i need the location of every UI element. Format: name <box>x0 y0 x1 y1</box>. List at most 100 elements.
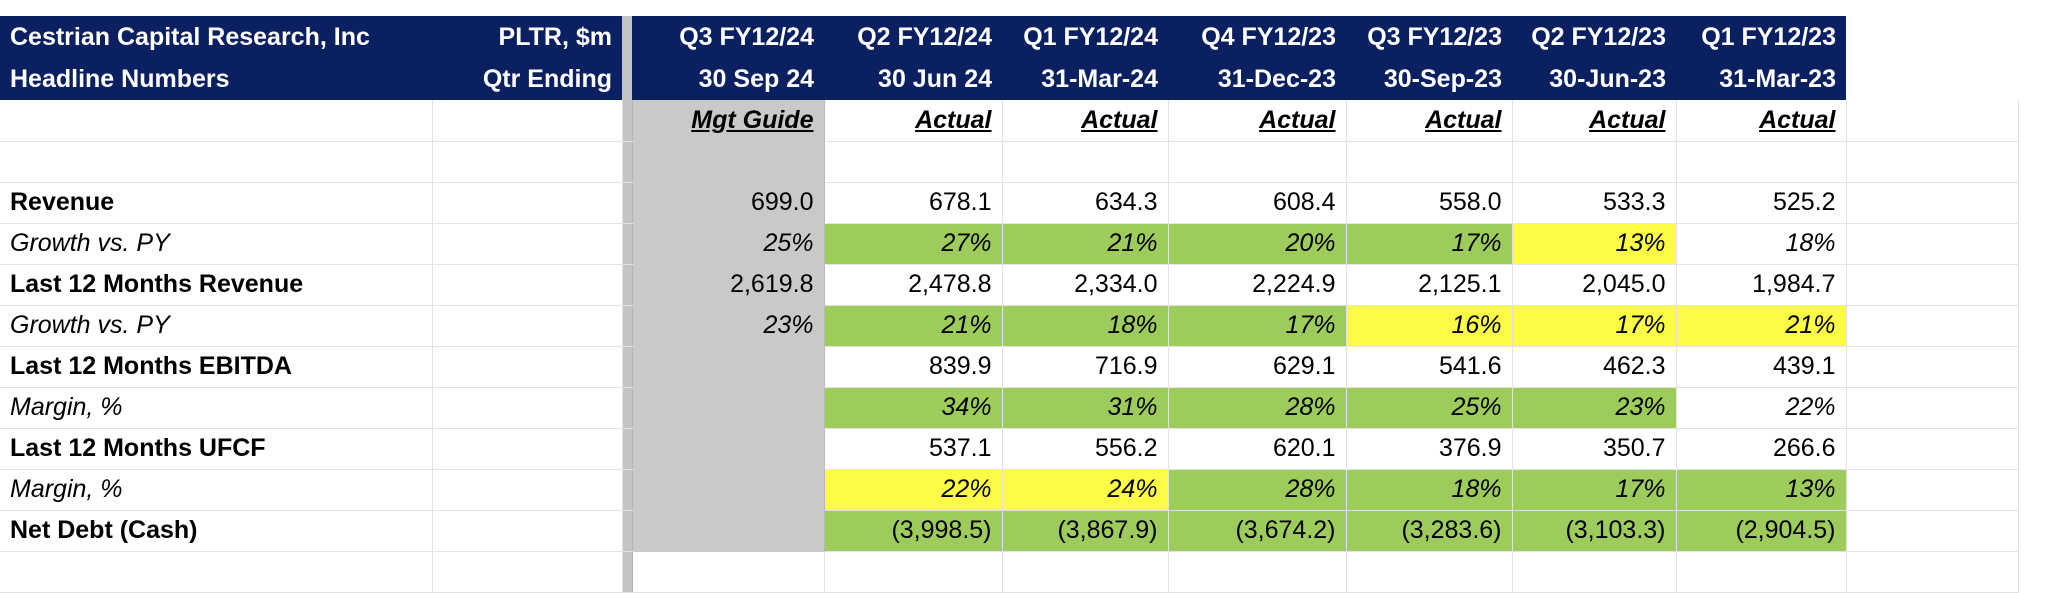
empty-cell <box>824 141 1003 183</box>
empty-cell <box>1346 551 1513 593</box>
column-separator <box>622 100 633 142</box>
value-cell: 608.4 <box>1168 182 1347 224</box>
col-header-date: 30-Jun-23 <box>1512 58 1676 100</box>
col-header-date: 31-Dec-23 <box>1168 58 1346 100</box>
column-separator <box>622 16 632 58</box>
value-cell: 34% <box>824 387 1003 429</box>
value-cell: 266.6 <box>1676 428 1847 470</box>
empty-cell <box>1676 141 1847 183</box>
value-cell: 28% <box>1168 387 1347 429</box>
header-row-1: Cestrian Capital Research, Inc PLTR, $m … <box>0 16 2018 58</box>
value-cell: 25% <box>632 223 825 265</box>
value-cell: (2,904.5) <box>1676 510 1847 552</box>
column-separator <box>622 551 633 593</box>
value-cell: 21% <box>824 305 1003 347</box>
empty-cell <box>432 469 623 511</box>
table-subtitle: Headline Numbers <box>0 58 432 100</box>
col-header-date: 30 Sep 24 <box>632 58 824 100</box>
value-cell <box>632 469 825 511</box>
empty-cell <box>1168 551 1347 593</box>
row-ufcf-margin: Margin, % 22% 24% 28% 18% 17% 13% <box>0 469 2019 511</box>
value-cell: 18% <box>1346 469 1513 511</box>
empty-cell <box>0 551 433 593</box>
col-header-date: 30 Jun 24 <box>824 58 1002 100</box>
column-separator <box>622 182 633 224</box>
empty-cell <box>1002 141 1169 183</box>
col-header-date: 31-Mar-24 <box>1002 58 1168 100</box>
basis-row: Mgt Guide Actual Actual Actual Actual Ac… <box>0 100 2019 142</box>
value-cell: 17% <box>1168 305 1347 347</box>
spacer-row <box>0 551 2019 593</box>
value-cell: 17% <box>1512 469 1677 511</box>
empty-cell <box>432 264 623 306</box>
column-separator <box>622 387 633 429</box>
value-cell: 28% <box>1168 469 1347 511</box>
value-cell: 21% <box>1676 305 1847 347</box>
row-ebitda-margin: Margin, % 34% 31% 28% 25% 23% 22% <box>0 387 2019 429</box>
empty-cell <box>1512 551 1677 593</box>
value-cell: 716.9 <box>1002 346 1169 388</box>
column-separator <box>622 305 633 347</box>
value-cell: 839.9 <box>824 346 1003 388</box>
value-cell: 1,984.7 <box>1676 264 1847 306</box>
empty-cell <box>632 551 825 593</box>
value-cell: (3,867.9) <box>1002 510 1169 552</box>
empty-cell <box>824 551 1003 593</box>
value-cell <box>632 387 825 429</box>
value-cell: 634.3 <box>1002 182 1169 224</box>
value-cell: 21% <box>1002 223 1169 265</box>
col-header-quarter: Q1 FY12/24 <box>1002 16 1168 58</box>
value-cell: 620.1 <box>1168 428 1347 470</box>
value-cell: 525.2 <box>1676 182 1847 224</box>
empty-cell <box>1846 100 2019 142</box>
empty-cell <box>0 141 433 183</box>
empty-cell <box>1846 428 2019 470</box>
value-cell: 18% <box>1002 305 1169 347</box>
empty-cell <box>632 141 825 183</box>
basis-label: Actual <box>1512 100 1677 142</box>
basis-label: Actual <box>1346 100 1513 142</box>
row-label: Revenue <box>0 182 433 224</box>
header-row-2: Headline Numbers Qtr Ending 30 Sep 24 30… <box>0 58 2018 100</box>
empty-cell <box>1846 551 2019 593</box>
value-cell: 541.6 <box>1346 346 1513 388</box>
col-header-quarter: Q3 FY12/23 <box>1346 16 1512 58</box>
empty-cell <box>1846 469 2019 511</box>
row-net-debt: Net Debt (Cash) (3,998.5) (3,867.9) (3,6… <box>0 510 2019 552</box>
column-separator <box>622 469 633 511</box>
col-header-date: 30-Sep-23 <box>1346 58 1512 100</box>
empty-cell <box>1846 387 2019 429</box>
value-cell: 439.1 <box>1676 346 1847 388</box>
empty-cell <box>1846 264 2019 306</box>
value-cell: 13% <box>1676 469 1847 511</box>
empty-cell <box>1846 305 2019 347</box>
row-ltm-revenue-growth: Growth vs. PY 23% 21% 18% 17% 16% 17% 21… <box>0 305 2019 347</box>
column-separator <box>622 223 633 265</box>
value-cell: 31% <box>1002 387 1169 429</box>
value-cell: 537.1 <box>824 428 1003 470</box>
column-separator <box>622 58 632 100</box>
basis-label: Actual <box>1676 100 1847 142</box>
value-cell <box>632 428 825 470</box>
value-cell: 533.3 <box>1512 182 1677 224</box>
value-cell: 17% <box>1346 223 1513 265</box>
row-label: Last 12 Months UFCF <box>0 428 433 470</box>
row-label: Growth vs. PY <box>0 305 433 347</box>
col-header-date: 31-Mar-23 <box>1676 58 1846 100</box>
empty-cell <box>1512 141 1677 183</box>
value-cell: 556.2 <box>1002 428 1169 470</box>
value-cell <box>632 510 825 552</box>
value-cell: 13% <box>1512 223 1677 265</box>
col-header-quarter: Q1 FY12/23 <box>1676 16 1846 58</box>
row-label: Margin, % <box>0 469 433 511</box>
basis-label: Actual <box>1002 100 1169 142</box>
row-revenue: Revenue 699.0 678.1 634.3 608.4 558.0 53… <box>0 182 2019 224</box>
col-header-quarter: Q2 FY12/24 <box>824 16 1002 58</box>
ticker-units: PLTR, $m <box>432 16 622 58</box>
value-cell: 699.0 <box>632 182 825 224</box>
value-cell: (3,998.5) <box>824 510 1003 552</box>
value-cell: 350.7 <box>1512 428 1677 470</box>
column-separator <box>622 510 633 552</box>
value-cell: 20% <box>1168 223 1347 265</box>
value-cell: 22% <box>824 469 1003 511</box>
